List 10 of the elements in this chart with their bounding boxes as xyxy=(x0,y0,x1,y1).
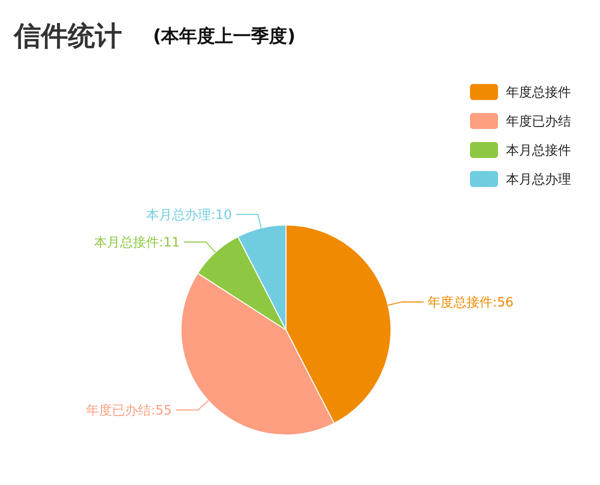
data-label: 年度总接件:56 xyxy=(428,294,514,310)
data-label: 本月总办理:10 xyxy=(146,208,232,223)
data-label: 年度已办结:55 xyxy=(86,402,172,419)
legend-label: 本月总接件 xyxy=(506,144,571,159)
legend-label: 年度已办结 xyxy=(506,114,571,130)
chart-subtitle: (本年度上一季度) xyxy=(153,26,296,47)
legend-label: 本月总办理 xyxy=(506,172,571,188)
data-label: 本月总接件:11 xyxy=(94,235,180,250)
chart-title: 信件统计 xyxy=(13,21,122,52)
legend-label: 年度总接件 xyxy=(506,84,571,101)
